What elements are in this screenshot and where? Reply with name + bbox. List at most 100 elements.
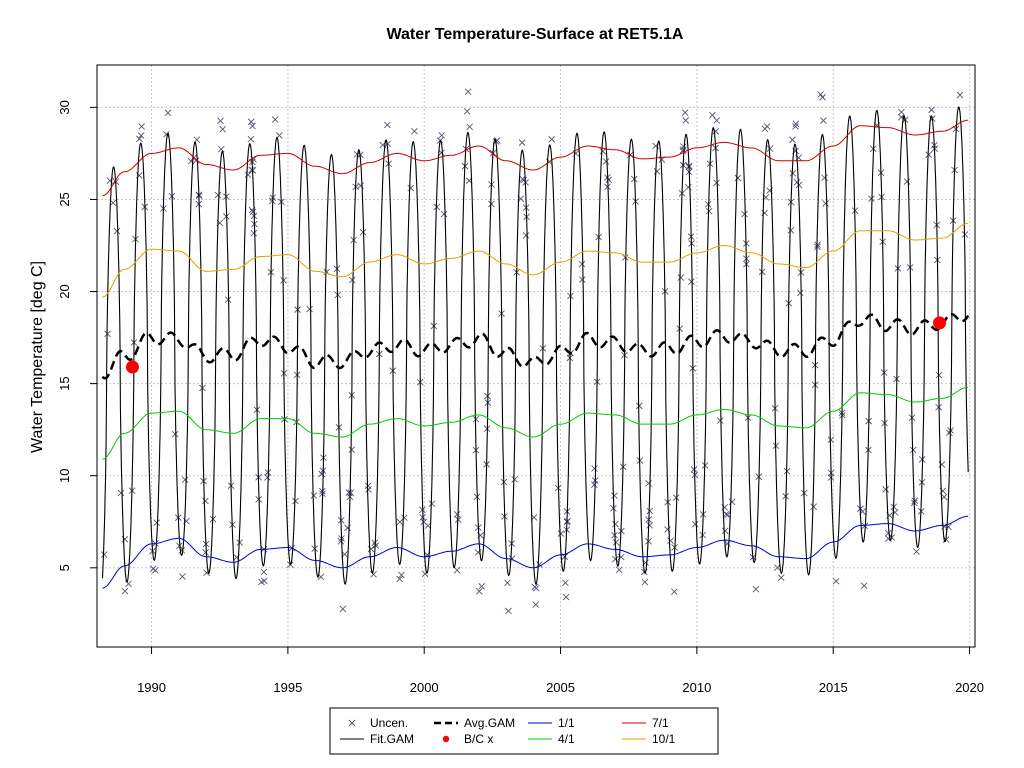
scatter-point (612, 520, 619, 528)
legend-item: 7/1 (622, 716, 669, 730)
scatter-point (903, 178, 911, 185)
scatter-point (612, 539, 620, 546)
scatter-point (688, 278, 695, 286)
scatter-point (713, 179, 720, 187)
scatter-point (691, 520, 699, 528)
series-avg-gam (101, 312, 970, 380)
scatter-point (100, 551, 108, 558)
x-tick-label: 2020 (955, 680, 984, 695)
scatter-point (557, 530, 565, 537)
scatter-point (579, 276, 586, 283)
x-tick-label: 2000 (410, 680, 439, 695)
scatter-point (664, 526, 671, 533)
scatter-point (925, 151, 933, 158)
scatter-point (203, 569, 210, 577)
scatter-point (884, 529, 892, 537)
scatter-point (493, 137, 501, 144)
scatter-point (518, 139, 526, 146)
y-tick-label: 25 (57, 192, 72, 206)
scatter-point (909, 446, 917, 454)
scatter-point (810, 503, 817, 511)
legend-item: 10/1 (622, 732, 676, 746)
scatter-point (310, 492, 318, 499)
scatter-point (365, 486, 372, 493)
scatter-point (348, 276, 356, 284)
scatter-point (306, 305, 313, 313)
series-lines (101, 106, 970, 589)
legend-label: Uncen. (370, 716, 408, 730)
scatter-point (532, 601, 540, 608)
legend: Uncen. Fit.GAM Avg.GAM B/C x 1/1 4/1 7/1 10/1 (329, 707, 719, 755)
scatter-point (505, 607, 512, 615)
x-tick-label: 2005 (546, 680, 575, 695)
scatter-point (789, 169, 797, 177)
scatter-point (821, 174, 828, 181)
scatter-point (766, 145, 774, 152)
scatter-point (271, 116, 279, 123)
scatter-point (940, 493, 948, 501)
scatter-point (602, 158, 610, 165)
scatter-point (819, 93, 826, 101)
scatter-point (475, 588, 483, 595)
scatter-point (822, 200, 829, 207)
scatter-point (682, 117, 690, 124)
legend-item: Fit.GAM (340, 732, 414, 746)
scatter-point (280, 277, 287, 284)
scatter-point (796, 289, 804, 297)
scatter-point (153, 519, 161, 527)
scatter-point (463, 108, 471, 115)
scatter-point (179, 573, 186, 580)
scatter-point (258, 578, 265, 586)
scatter-point (956, 91, 964, 99)
legend-item: 4/1 (528, 732, 575, 746)
legend-label: 1/1 (558, 716, 575, 730)
scatter-point (383, 121, 391, 129)
scatter-point (136, 135, 143, 143)
scatter-point (151, 567, 159, 574)
series-10-1 (102, 222, 969, 298)
scatter-point (792, 120, 800, 128)
legend-label: Fit.GAM (370, 732, 414, 746)
scatter-point (453, 510, 461, 518)
x-axis: 1990 1995 2000 2005 2010 2015 2020 (137, 647, 984, 695)
scatter-point (615, 566, 623, 574)
scatter-point (217, 145, 225, 153)
scatter-point (164, 109, 172, 117)
scatter-point (827, 436, 835, 444)
series-7-1 (102, 119, 969, 197)
scatter-point (292, 497, 299, 505)
scatter-point (466, 123, 473, 131)
scatter-point (192, 157, 200, 164)
scatter-point (792, 123, 799, 130)
scatter-point (247, 135, 255, 143)
scatter-point (339, 605, 347, 613)
scatter-point (741, 210, 748, 218)
legend-key-dot (442, 735, 450, 743)
scatter-point (504, 579, 511, 587)
scatter-point (646, 507, 654, 515)
scatter-point (347, 489, 354, 497)
scatter-point (709, 111, 716, 119)
scatter-point (345, 489, 353, 496)
scatter-point (202, 497, 209, 505)
scatter-point (716, 417, 724, 424)
legend-item: Uncen. (348, 716, 408, 730)
scatter-point (411, 127, 418, 135)
scatter-point (913, 548, 920, 555)
scatter-point (641, 578, 649, 586)
legend-label: 10/1 (652, 732, 676, 746)
scatter-point (367, 545, 375, 553)
scatter-point (214, 191, 222, 199)
scatter-point (793, 179, 801, 186)
y-tick-label: 10 (57, 468, 72, 482)
scatter-point (249, 208, 257, 216)
scatter-point (787, 226, 795, 234)
scatter-point (121, 535, 129, 543)
y-tick-label: 20 (57, 284, 72, 298)
scatter-point (677, 274, 685, 281)
scatter-point (898, 108, 905, 116)
scatter-point (511, 476, 518, 483)
scatter-point (728, 498, 736, 506)
scatter-point (928, 106, 935, 114)
